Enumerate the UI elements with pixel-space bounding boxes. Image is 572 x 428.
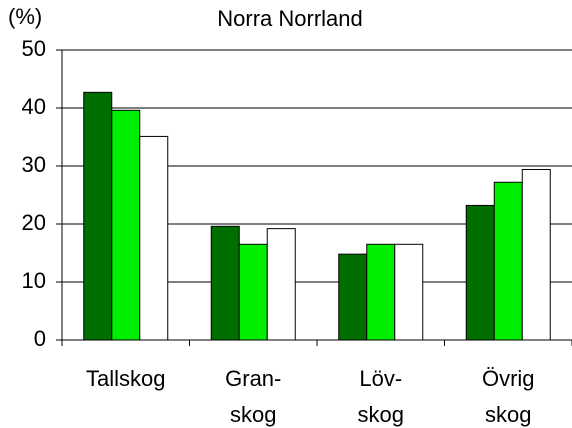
y-tick-label: 20 (22, 210, 46, 235)
y-tick-label: 10 (22, 268, 46, 293)
bar (266, 228, 296, 341)
bar (111, 109, 141, 341)
bar (465, 204, 495, 341)
x-tick-label: Övrig skog (482, 366, 535, 427)
y-tick-label: 40 (22, 94, 46, 119)
bar (338, 253, 368, 341)
x-tick-label: Löv-skog (358, 366, 404, 427)
bar (210, 225, 240, 341)
bar (139, 135, 169, 341)
chart-title: Norra Norrland (217, 6, 363, 31)
bar (83, 91, 113, 341)
bar (366, 243, 396, 341)
y-axis-label: (%) (8, 4, 42, 29)
bar (394, 243, 424, 341)
y-tick-label: 50 (22, 36, 46, 61)
x-tick-label: Gran-skog (225, 366, 281, 427)
y-tick-label: 30 (22, 152, 46, 177)
bar (493, 181, 523, 341)
bar (521, 168, 551, 341)
x-tick-label: Tallskog (86, 366, 165, 391)
bar (238, 243, 268, 341)
y-tick-label: 0 (34, 326, 46, 351)
